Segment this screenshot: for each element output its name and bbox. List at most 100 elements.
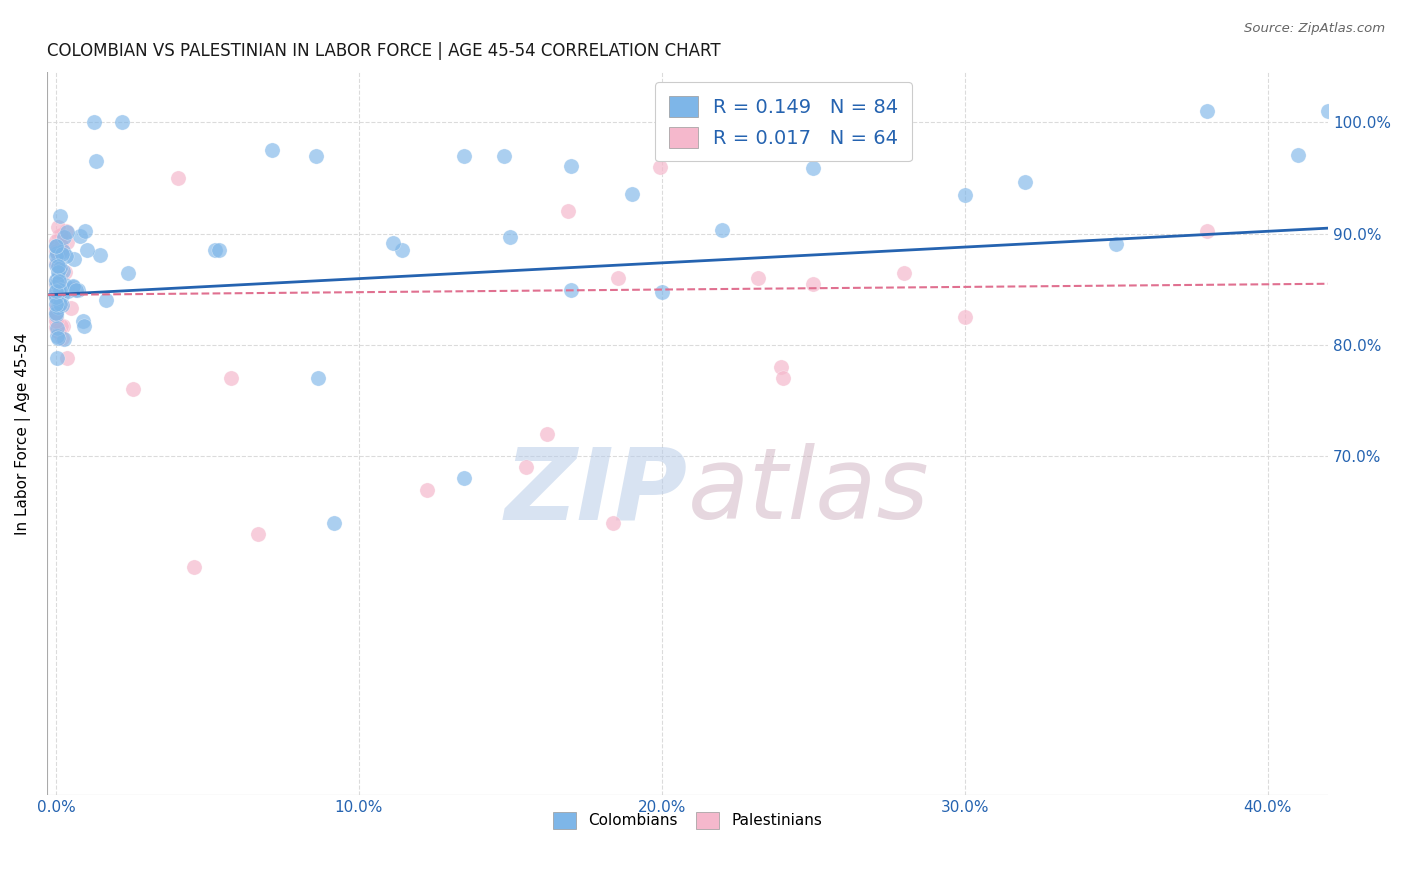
Point (49, 264, 72, 278)
Point (45, 285, 67, 299)
Point (62, 282, 84, 296)
Point (46, 260, 69, 275)
Point (323, 516, 346, 530)
Point (557, 204, 579, 219)
Point (1317, 104, 1340, 119)
Point (52, 318, 75, 333)
Point (45, 243, 67, 257)
Point (620, 186, 643, 201)
Point (45, 273, 67, 287)
Y-axis label: In Labor Force | Age 45-54: In Labor Force | Age 45-54 (15, 333, 31, 535)
Point (45, 310, 67, 325)
Point (769, 360, 792, 375)
Point (262, 143, 284, 157)
Point (46, 294, 69, 309)
Point (55, 351, 77, 365)
Point (648, 160, 671, 174)
Point (52, 332, 75, 346)
Point (51, 319, 73, 334)
Point (45, 255, 67, 269)
Point (52, 264, 75, 278)
Point (45, 246, 67, 260)
Point (48, 274, 70, 288)
Point (45, 321, 67, 335)
Point (801, 161, 824, 175)
Point (111, 115, 134, 129)
Point (381, 235, 404, 250)
Point (45, 239, 67, 253)
Point (51, 244, 73, 258)
Point (453, 149, 475, 163)
Point (48, 288, 70, 302)
Point (45, 306, 67, 320)
Point (45, 314, 67, 328)
Point (1195, 104, 1218, 119)
Point (53, 277, 76, 292)
Point (45, 290, 67, 304)
Point (45, 291, 67, 305)
Point (893, 136, 915, 151)
Point (48, 293, 70, 308)
Point (45, 305, 67, 319)
Point (49, 238, 72, 252)
Point (166, 171, 188, 186)
Point (46, 288, 69, 302)
Point (96, 293, 118, 308)
Point (953, 310, 976, 325)
Point (45, 273, 67, 287)
Point (45, 277, 67, 291)
Point (51, 247, 73, 261)
Point (45, 290, 67, 304)
Point (48, 283, 70, 297)
Point (46, 331, 69, 345)
Point (48, 265, 70, 279)
Point (307, 371, 329, 385)
Point (48, 296, 70, 310)
Point (1286, 147, 1309, 161)
Point (953, 187, 976, 202)
Point (49, 260, 72, 275)
Point (65, 283, 87, 297)
Legend: Colombians, Palestinians: Colombians, Palestinians (547, 805, 828, 835)
Point (453, 471, 475, 485)
Point (536, 426, 558, 441)
Point (72, 314, 94, 328)
Point (45, 276, 67, 290)
Point (204, 244, 226, 258)
Point (73, 224, 96, 238)
Point (117, 267, 139, 281)
Point (560, 160, 582, 174)
Point (45, 287, 67, 301)
Point (1105, 236, 1128, 251)
Point (45, 234, 67, 248)
Point (49, 280, 72, 294)
Point (45, 276, 67, 290)
Point (53, 230, 76, 244)
Point (560, 283, 582, 297)
Point (63, 252, 86, 266)
Point (499, 229, 522, 244)
Point (59, 301, 82, 316)
Point (56, 284, 79, 298)
Point (45, 301, 67, 315)
Point (416, 483, 439, 497)
Point (55, 224, 77, 238)
Text: Source: ZipAtlas.com: Source: ZipAtlas.com (1244, 22, 1385, 36)
Point (48, 281, 70, 295)
Point (51, 227, 73, 242)
Point (56, 235, 79, 249)
Point (45, 287, 67, 301)
Point (45, 244, 67, 258)
Point (1014, 175, 1036, 189)
Text: atlas: atlas (688, 443, 929, 541)
Point (893, 266, 915, 280)
Point (305, 149, 328, 163)
Point (121, 383, 143, 397)
Point (49, 209, 72, 223)
Point (45, 239, 67, 253)
Point (86, 154, 108, 169)
Point (391, 244, 413, 258)
Point (651, 285, 673, 300)
Point (62, 279, 84, 293)
Point (46, 269, 69, 284)
